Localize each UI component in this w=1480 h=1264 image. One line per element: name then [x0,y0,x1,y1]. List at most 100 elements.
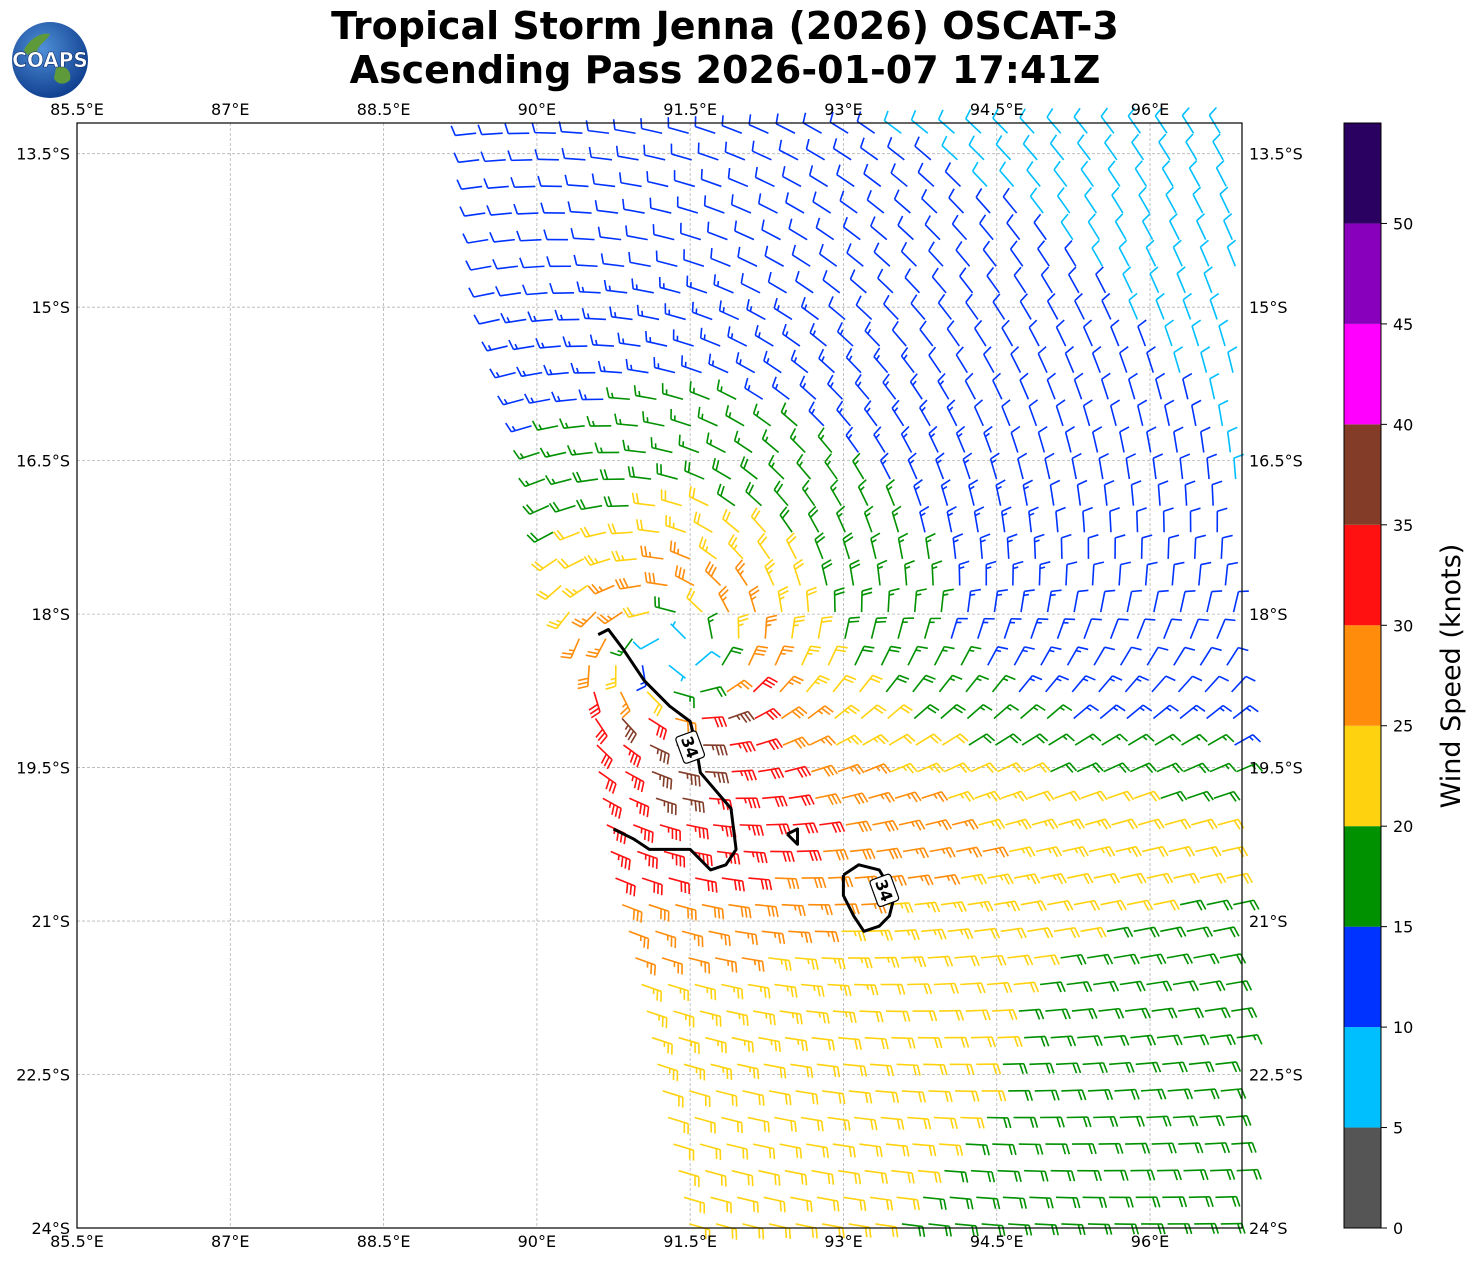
wind-barb [637,850,658,869]
wind-barb [1207,733,1235,746]
wind-barb [1130,1169,1156,1181]
wind-barb [913,588,927,613]
wind-barb [710,247,731,267]
wind-barb [946,399,958,427]
colorbar-bin [1344,424,1381,525]
lat-tick-label-right: 15°S [1249,298,1288,317]
wind-barb [934,873,961,886]
wind-barb [607,523,633,535]
wind-barb [688,486,709,507]
wind-barb [967,900,994,912]
wind-barb [708,353,729,374]
wind-barb [694,983,717,1001]
wind-barb [1008,1223,1033,1236]
wind-barb [962,452,973,480]
wind-barb [1226,646,1249,666]
wind-barb [1049,479,1061,506]
wind-barb [1231,1141,1257,1154]
wind-barb [814,532,826,560]
wind-barb [982,240,997,267]
wind-barb [1194,1088,1220,1100]
wind-barb [1084,818,1112,830]
wind-barb [1013,646,1035,666]
wind-barb [721,646,744,666]
wind-barb [870,616,888,639]
wind-barb [807,505,820,533]
wind-barb [1028,319,1040,347]
wind-barb [614,413,638,427]
lon-tick-label-top: 96°E [1131,100,1169,119]
wind-barb [1073,372,1084,400]
wind-barb [882,373,897,400]
wind-barb [980,954,1007,966]
wind-barb [852,452,865,480]
wind-barb [691,301,713,321]
wind-barb [594,718,608,745]
wind-barb [836,164,855,188]
wind-barb [516,366,543,378]
wind-barb [921,791,949,803]
wind-barb [965,109,982,134]
wind-barb [1141,1223,1166,1235]
wind-barb [1103,479,1115,506]
wind-barb [689,381,710,400]
wind-barb [1001,319,1014,347]
wind-barbs [450,106,1264,1241]
wind-barb [667,117,689,135]
wind-barb [1064,346,1075,373]
wind-barb [1109,1196,1134,1208]
wind-barb [1013,266,1027,294]
wind-barb [995,733,1022,746]
wind-barb [965,1143,990,1156]
wind-barb [1002,1196,1028,1209]
wind-barb [526,531,554,543]
wind-barb [1073,899,1101,911]
wind-barb [680,355,702,374]
wind-barb [917,1036,943,1049]
wind-barb [734,559,748,586]
wind-barb [686,275,708,294]
lat-tick-label-right: 13.5°S [1249,145,1303,164]
wind-barb [642,411,665,427]
wind-barb [875,1223,899,1238]
wind-barb [1008,1089,1034,1101]
wind-barb [489,231,515,243]
wind-barb [453,152,480,164]
wind-barb [913,704,940,720]
wind-barb [925,819,952,831]
wind-barb [1109,507,1120,533]
wind-barb [832,674,857,693]
wind-barb [1050,1035,1077,1047]
title-line-2: Ascending Pass 2026-01-07 17:41Z [349,48,1101,92]
wind-barb [1045,674,1070,693]
wind-barb [959,267,974,294]
wind-barb [891,1036,916,1049]
wind-barb [864,1169,888,1184]
wind-barb [577,665,591,690]
wind-barb [758,1036,782,1052]
colorbar-tick-label: 50 [1393,214,1413,233]
wind-barb [1146,646,1169,666]
wind-barb [943,762,971,774]
wind-barb [960,645,982,666]
wind-barb [807,705,834,720]
wind-barb [979,214,994,241]
wind-barb [870,532,881,560]
wind-barb [591,173,616,188]
wind-barb [950,617,968,639]
wind-barb [1161,160,1174,187]
wind-barb [552,529,580,541]
wind-barb [683,1196,706,1214]
wind-barb [811,764,838,777]
wind-barb [818,348,835,374]
wind-barb [1127,107,1142,134]
wind-barb [1188,1196,1214,1208]
wind-barb [1119,980,1146,992]
wind-barb [805,138,825,161]
wind-barb [497,395,524,406]
wind-barb [1167,1223,1193,1235]
wind-barb [1103,1034,1130,1046]
wind-barb [817,616,833,639]
wind-barb [917,1169,942,1184]
wind-barb [1113,953,1140,965]
